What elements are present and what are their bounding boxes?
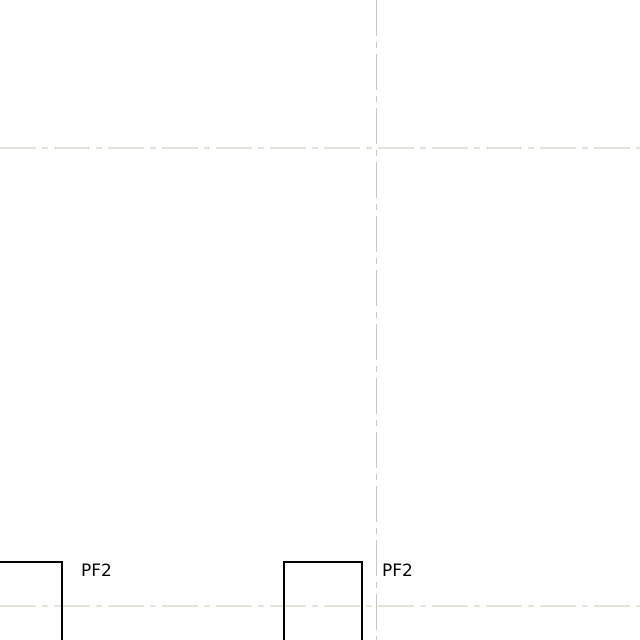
pad-footing-outline: [0, 561, 63, 640]
pad-footing-outline: [283, 561, 363, 640]
footing-tag: PF2: [81, 561, 112, 581]
pad-footing-2[interactable]: PF2: [283, 561, 413, 640]
pad-footing-1[interactable]: PF2: [0, 561, 112, 640]
footing-tag: PF2: [382, 561, 413, 581]
